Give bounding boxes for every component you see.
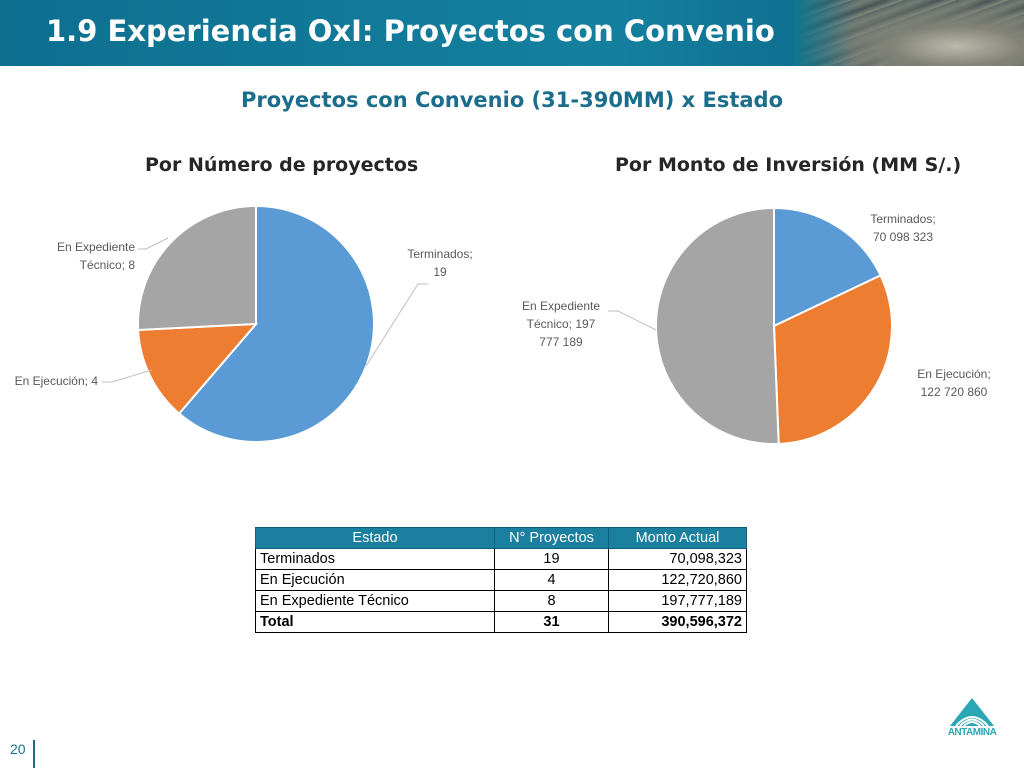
table-row: Terminados 19 70,098,323 bbox=[256, 549, 747, 570]
cell-nro: 4 bbox=[495, 570, 609, 591]
cell-monto: 122,720,860 bbox=[609, 570, 747, 591]
page-number: 20 bbox=[10, 741, 26, 757]
data-label: En Ejecución; 4 bbox=[15, 374, 99, 388]
footer-divider bbox=[33, 740, 35, 768]
header-nro-proyectos: N° Proyectos bbox=[495, 528, 609, 549]
data-label: En Expediente Técnico; 197 777 189 bbox=[522, 299, 600, 349]
data-label: Terminados; 70 098 323 bbox=[870, 212, 935, 244]
logo-text: ANTAMINA bbox=[946, 727, 998, 738]
cell-monto: 70,098,323 bbox=[609, 549, 747, 570]
cell-total-monto: 390,596,372 bbox=[609, 612, 747, 633]
cell-nro: 8 bbox=[495, 591, 609, 612]
table-total-row: Total 31 390,596,372 bbox=[256, 612, 747, 633]
slice-expediente bbox=[138, 206, 256, 330]
cell-estado: En Ejecución bbox=[256, 570, 495, 591]
pie-charts: Terminados; 19 En Ejecución; 4 En Expedient… bbox=[0, 0, 1024, 500]
cell-total-nro: 31 bbox=[495, 612, 609, 633]
table-header-row: Estado N° Proyectos Monto Actual bbox=[256, 528, 747, 549]
table-row: En Ejecución 4 122,720,860 bbox=[256, 570, 747, 591]
cell-estado: Terminados bbox=[256, 549, 495, 570]
header-estado: Estado bbox=[256, 528, 495, 549]
data-label: En Expediente Técnico; 8 bbox=[57, 240, 135, 272]
data-label: En Ejecución; 122 720 860 bbox=[917, 367, 990, 399]
cell-nro: 19 bbox=[495, 549, 609, 570]
leader-line bbox=[102, 370, 152, 382]
leader-line bbox=[608, 311, 656, 330]
cell-total-label: Total bbox=[256, 612, 495, 633]
data-label: Terminados; 19 bbox=[407, 247, 472, 279]
cell-monto: 197,777,189 bbox=[609, 591, 747, 612]
table-row: En Expediente Técnico 8 197,777,189 bbox=[256, 591, 747, 612]
leader-line bbox=[138, 238, 168, 249]
cell-estado: En Expediente Técnico bbox=[256, 591, 495, 612]
slice-expediente bbox=[656, 208, 779, 444]
status-table: Estado N° Proyectos Monto Actual Termina… bbox=[255, 527, 747, 633]
header-monto-actual: Monto Actual bbox=[609, 528, 747, 549]
leader-line bbox=[366, 284, 428, 366]
